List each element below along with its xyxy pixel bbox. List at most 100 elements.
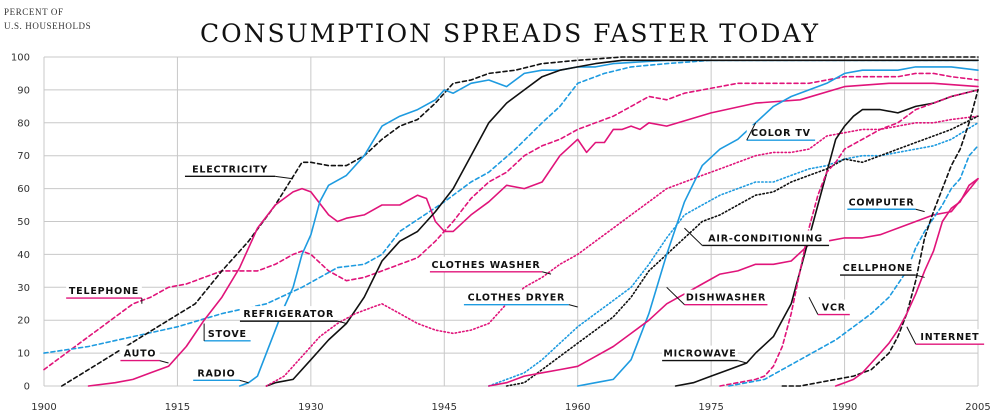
annotation-computer: COMPUTER <box>847 194 925 213</box>
y-tick-label-20: 20 <box>17 316 30 327</box>
annotation-label-computer: COMPUTER <box>849 197 915 208</box>
annotation-box <box>429 256 543 272</box>
annotation-box <box>66 283 142 299</box>
annotation-clothes-dryer: CLOTHES DRYER <box>463 289 578 308</box>
annotation-label-microwave: MICROWAVE <box>663 349 736 360</box>
annotation-label-color-tv: COLOR TV <box>751 128 811 139</box>
annotation-cellphone: CELLPHONE <box>840 260 925 278</box>
series-line-air-conditioning <box>505 115 979 387</box>
x-tick-label-1930: 1930 <box>298 402 323 413</box>
annotation-label-electricity: ELECTRICITY <box>192 164 268 175</box>
y-tick-label-100: 100 <box>11 53 30 64</box>
annotation-leader <box>915 208 925 213</box>
annotation-label-internet: INTERNET <box>920 332 979 343</box>
annotation-box <box>684 289 768 305</box>
annotation-stove: STOVE <box>203 323 251 342</box>
annotation-leader <box>746 122 757 141</box>
series-line-dishwasher <box>488 177 979 387</box>
annotation-radio: RADIO <box>193 365 249 384</box>
series-line-clothes-dryer <box>488 122 979 387</box>
series-line-electricity <box>61 56 979 387</box>
series-line-color-tv <box>576 66 979 387</box>
annotation-box <box>184 161 276 177</box>
y-tick-label-90: 90 <box>17 85 30 96</box>
y-tick-label-40: 40 <box>17 250 30 261</box>
annotation-box <box>120 345 160 361</box>
annotation-label-dishwasher: DISHWASHER <box>686 293 766 304</box>
annotation-leader <box>239 379 249 384</box>
x-tick-label-1915: 1915 <box>165 402 190 413</box>
annotation-air-conditioning: AIR-CONDITIONING <box>684 227 830 247</box>
annotation-box <box>662 345 738 361</box>
grid <box>43 56 979 387</box>
annotation-label-telephone: TELEPHONE <box>69 286 139 297</box>
annotation-leader <box>568 304 578 308</box>
annotation-clothes-washer: CLOTHES WASHER <box>429 256 552 275</box>
annotation-leader <box>737 360 747 364</box>
annotation-box <box>847 194 916 210</box>
annotation-box <box>817 299 850 315</box>
series-line-radio <box>238 59 979 387</box>
series-line-telephone <box>43 72 979 371</box>
annotation-electricity: ELECTRICITY <box>184 161 294 180</box>
y-tick-label-30: 30 <box>17 283 30 294</box>
annotation-leader <box>275 175 294 180</box>
annotation-leader <box>337 320 347 324</box>
annotation-box <box>204 325 251 341</box>
annotation-internet: INTERNET <box>906 326 985 345</box>
annotation-leader <box>542 271 552 275</box>
annotation-dishwasher: DISHWASHER <box>666 286 768 306</box>
annotation-box <box>239 306 338 322</box>
annotation-leader <box>684 227 703 246</box>
annotation-box <box>193 365 240 381</box>
annotation-label-stove: STOVE <box>208 329 247 340</box>
annotation-box <box>702 230 830 246</box>
x-tick-label-1945: 1945 <box>432 402 457 413</box>
series-line-computer <box>728 145 979 387</box>
x-tick-label-2005: 2005 <box>965 402 990 413</box>
annotation-telephone: TELEPHONE <box>66 283 143 304</box>
series-line-vcr <box>719 89 979 387</box>
annotation-box <box>840 260 916 276</box>
annotation-vcr: VCR <box>808 296 850 316</box>
y-tick-label-10: 10 <box>17 349 30 360</box>
annotation-refrigerator: REFRIGERATOR <box>239 306 347 324</box>
y-tick-label-60: 60 <box>17 184 30 195</box>
annotation-leader <box>666 286 685 306</box>
annotation-label-clothes-washer: CLOTHES WASHER <box>432 260 541 271</box>
y-axis-label-line-2: U.S. HOUSEHOLDS <box>4 21 91 31</box>
annotation-label-cellphone: CELLPHONE <box>843 263 913 274</box>
y-tick-label-50: 50 <box>17 217 30 228</box>
y-axis-label-line-1: PERCENT OF <box>4 7 64 17</box>
y-tick-label-70: 70 <box>17 151 30 162</box>
annotation-leader <box>159 360 169 364</box>
annotation-color-tv: COLOR TV <box>746 122 816 141</box>
series-line-clothes-washer <box>265 115 979 387</box>
x-tick-label-1960: 1960 <box>565 402 590 413</box>
series-annotations: TELEPHONE ELECTRICITY AUTO STOVE RADIO REFRIG… <box>66 122 985 384</box>
annotation-label-radio: RADIO <box>197 368 235 379</box>
series-line-refrigerator <box>265 59 979 387</box>
annotation-label-vcr: VCR <box>822 303 846 314</box>
annotation-microwave: MICROWAVE <box>662 345 747 364</box>
x-tick-label-1975: 1975 <box>698 402 723 413</box>
y-tick-label-80: 80 <box>17 118 30 129</box>
series-line-internet <box>834 177 979 387</box>
series-line-auto <box>87 82 979 387</box>
series-lines <box>43 56 979 387</box>
annotation-leader <box>906 326 917 345</box>
y-tick-label-0: 0 <box>24 382 30 393</box>
x-tick-label-1900: 1900 <box>31 402 56 413</box>
annotation-box <box>746 125 816 141</box>
chart-title: CONSUMPTION SPREADS FASTER TODAY <box>200 19 820 48</box>
annotation-box <box>915 329 985 345</box>
annotation-leader <box>808 296 819 315</box>
annotation-label-refrigerator: REFRIGERATOR <box>243 309 334 320</box>
annotation-leader <box>915 274 925 278</box>
annotation-auto: AUTO <box>120 345 169 364</box>
annotation-label-clothes-dryer: CLOTHES DRYER <box>468 293 566 304</box>
axis-ticks: 0 10 20 30 40 50 60 70 80 90 100 1900 1915 1930 1945 19… <box>11 53 991 414</box>
x-tick-label-1990: 1990 <box>832 402 857 413</box>
annotation-label-air-conditioning: AIR-CONDITIONING <box>708 233 823 244</box>
